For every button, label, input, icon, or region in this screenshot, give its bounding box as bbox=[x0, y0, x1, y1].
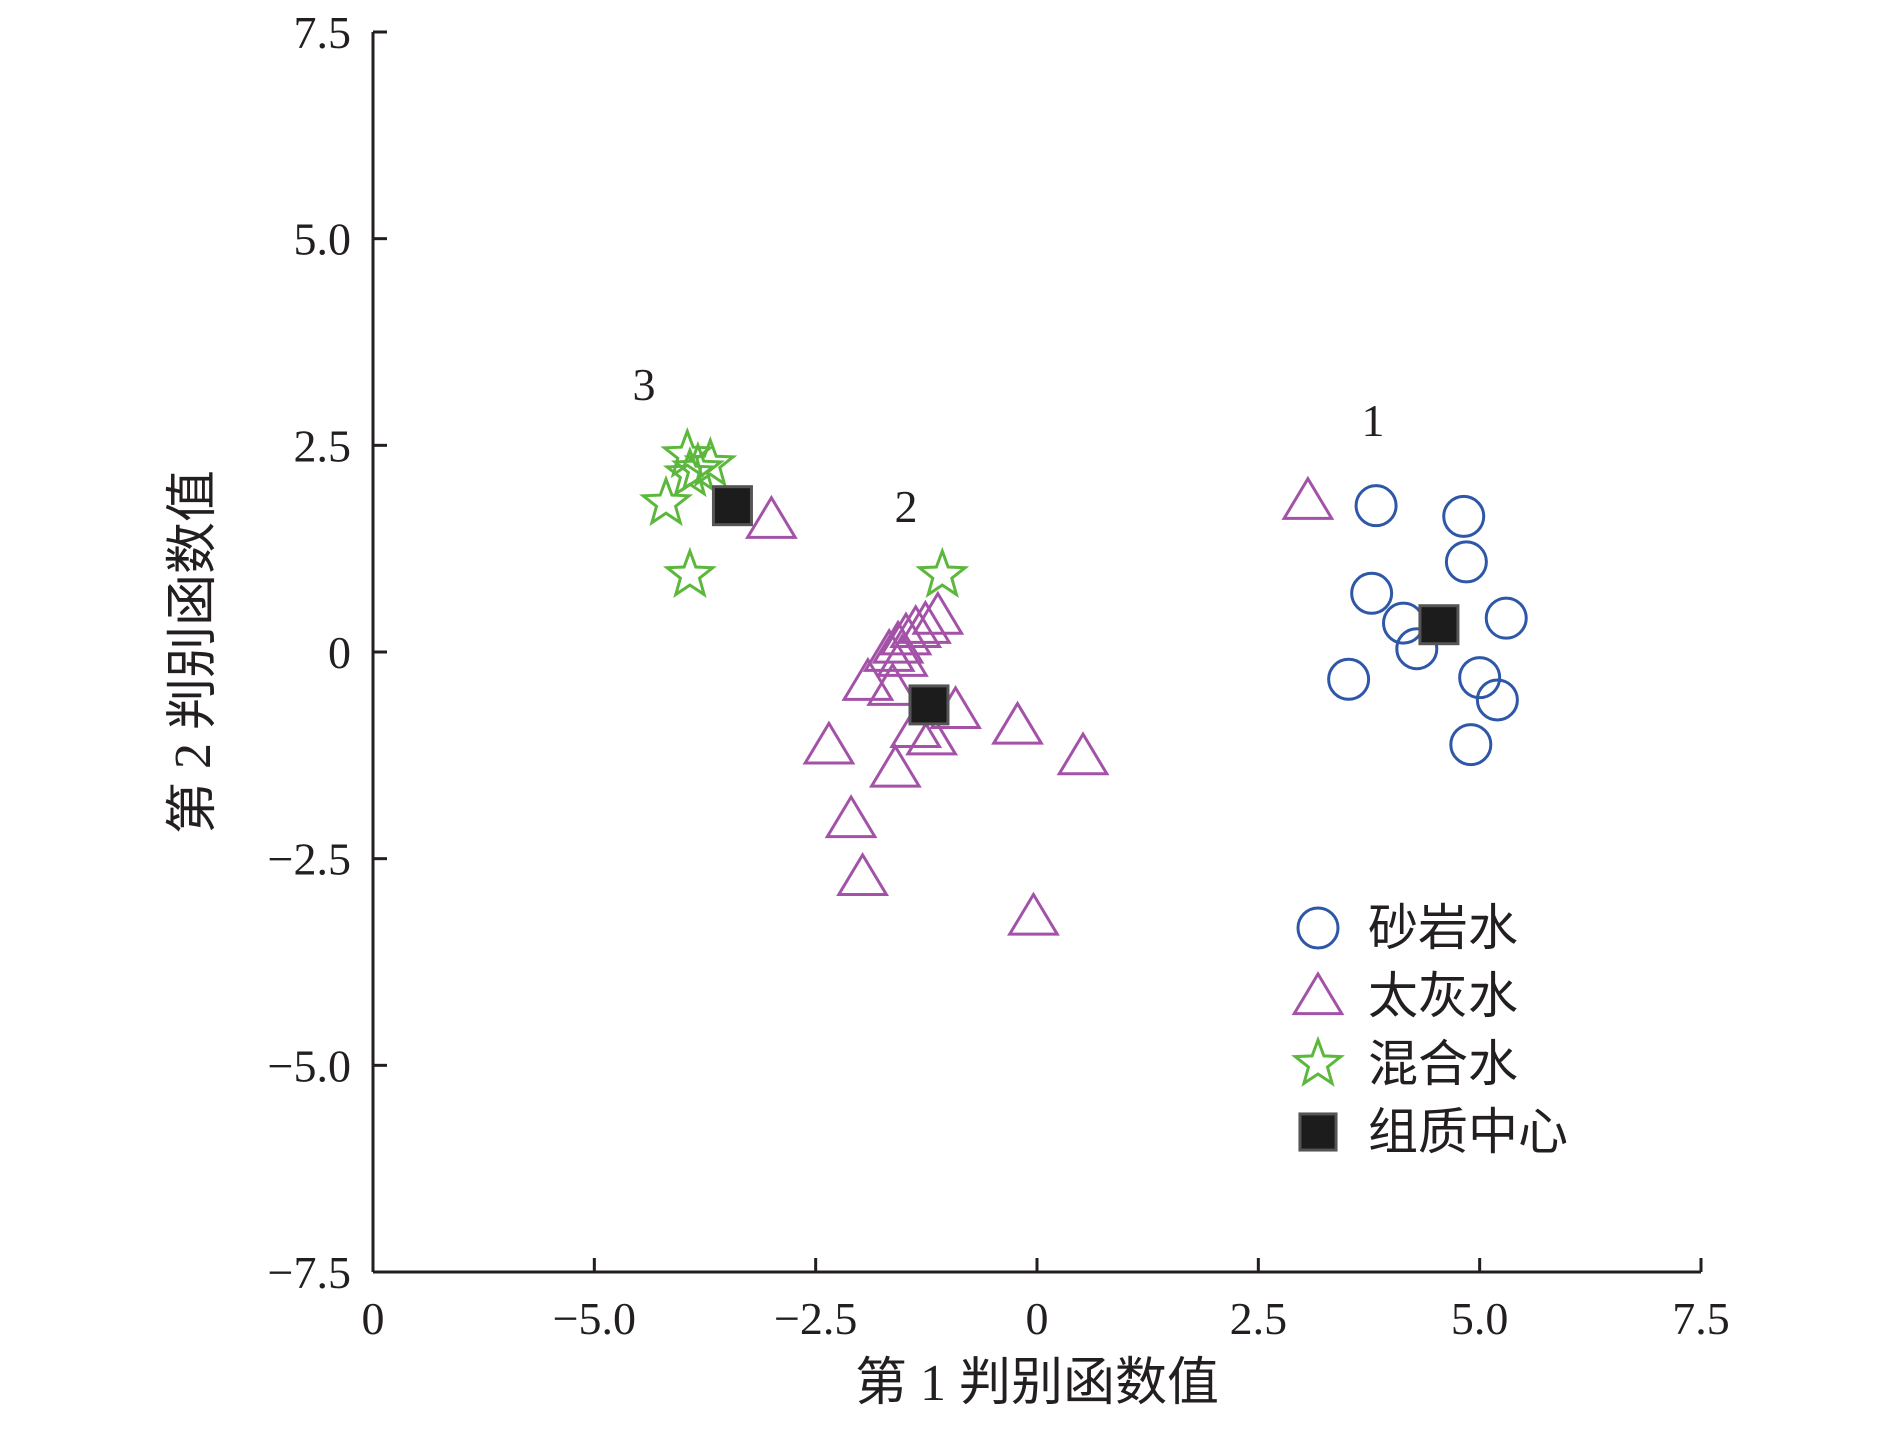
point bbox=[899, 599, 952, 644]
x-tick-label: 0 bbox=[1026, 1293, 1049, 1344]
group-label: 1 bbox=[1362, 395, 1385, 446]
point bbox=[866, 661, 920, 706]
point bbox=[1056, 731, 1110, 776]
point bbox=[1382, 601, 1426, 645]
centroid bbox=[711, 485, 753, 527]
series bbox=[711, 485, 1460, 726]
point bbox=[1442, 494, 1486, 538]
x-tick-label: −2.5 bbox=[774, 1293, 857, 1344]
x-tick-label: 2.5 bbox=[1230, 1293, 1288, 1344]
legend-label: 混合水 bbox=[1368, 1036, 1518, 1092]
legend-marker bbox=[1298, 1112, 1338, 1152]
point bbox=[876, 632, 929, 677]
legend-marker bbox=[1296, 906, 1340, 950]
point bbox=[824, 794, 878, 839]
point bbox=[1007, 891, 1060, 936]
x-tick-label: 0 bbox=[362, 1293, 385, 1344]
centroid bbox=[1418, 604, 1460, 646]
group-label: 2 bbox=[895, 481, 918, 532]
x-tick-label: −5.0 bbox=[553, 1293, 636, 1344]
y-tick-label: 0 bbox=[328, 627, 351, 678]
point bbox=[662, 546, 717, 599]
point bbox=[1444, 540, 1488, 584]
point bbox=[836, 851, 889, 896]
point bbox=[868, 743, 922, 788]
legend-label: 组质中心 bbox=[1368, 1104, 1568, 1160]
point bbox=[841, 656, 895, 701]
point bbox=[1327, 657, 1371, 701]
centroid bbox=[908, 684, 950, 726]
point bbox=[1395, 627, 1439, 671]
point bbox=[1281, 475, 1335, 520]
point bbox=[871, 619, 925, 664]
y-tick-label: −5.0 bbox=[268, 1040, 351, 1091]
point bbox=[889, 703, 943, 748]
point bbox=[1458, 656, 1502, 700]
point bbox=[889, 603, 943, 648]
point bbox=[802, 720, 856, 765]
point bbox=[915, 546, 970, 599]
point bbox=[639, 474, 694, 527]
y-tick-label: −2.5 bbox=[268, 834, 351, 885]
point bbox=[662, 445, 717, 498]
group-label: 3 bbox=[633, 359, 656, 410]
x-tick-label: 5.0 bbox=[1451, 1293, 1509, 1344]
point bbox=[1354, 484, 1398, 528]
x-tick-label: 7.5 bbox=[1672, 1293, 1730, 1344]
point bbox=[1350, 571, 1394, 615]
y-tick-label: 5.0 bbox=[294, 214, 352, 265]
point bbox=[1484, 596, 1528, 640]
y-axis-label: 第 2 判别函数值 bbox=[165, 470, 222, 834]
series bbox=[639, 426, 970, 599]
y-tick-label: 2.5 bbox=[294, 420, 352, 471]
y-tick-label: −7.5 bbox=[268, 1247, 351, 1298]
legend-label: 砂岩水 bbox=[1368, 900, 1518, 956]
point bbox=[879, 611, 933, 656]
point bbox=[991, 700, 1044, 745]
point bbox=[911, 590, 965, 635]
point bbox=[744, 494, 798, 539]
point bbox=[660, 426, 715, 479]
point bbox=[905, 711, 959, 756]
point bbox=[1475, 678, 1519, 722]
point bbox=[1449, 723, 1493, 767]
x-axis-label: 第 1 判别函数值 bbox=[855, 1355, 1219, 1412]
legend-marker bbox=[1291, 1035, 1345, 1087]
y-tick-label: 7.5 bbox=[294, 7, 352, 58]
legend-marker bbox=[1291, 971, 1345, 1016]
series bbox=[744, 475, 1335, 936]
legend-label: 太灰水 bbox=[1368, 968, 1518, 1024]
